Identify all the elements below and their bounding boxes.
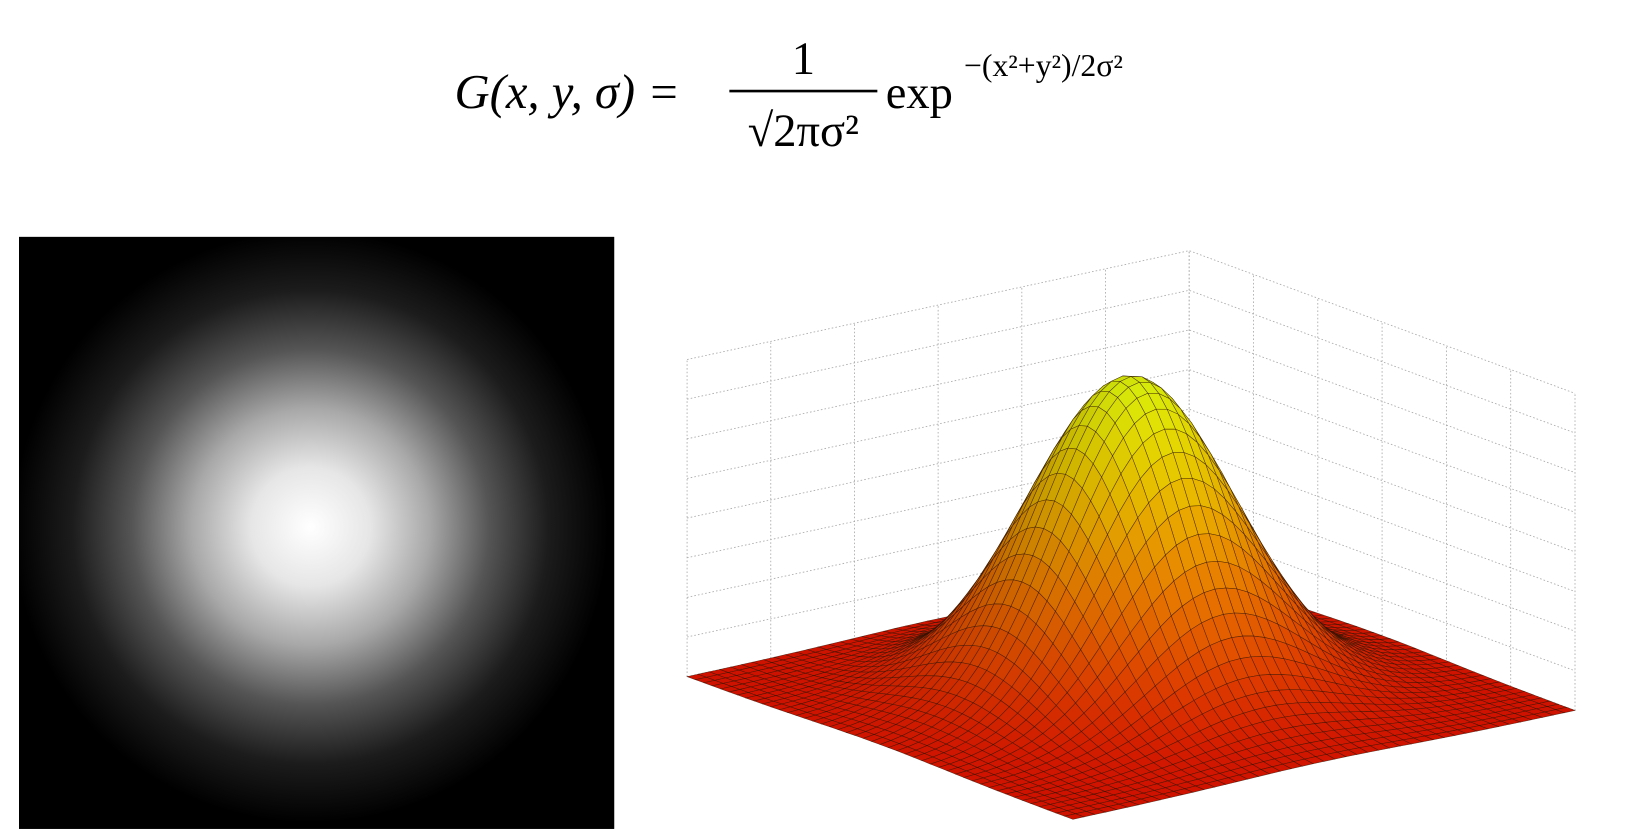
wall-grid [686, 369, 1576, 513]
wall-grid [686, 448, 1576, 592]
surface-plot [686, 250, 1576, 820]
wall-grid [686, 329, 1576, 474]
wall-grid [686, 527, 1576, 672]
formula-denominator: √2πσ² [748, 106, 859, 157]
formula-exponent: −(x²+y²)/2σ² [964, 48, 1123, 83]
wall-grid [686, 408, 1576, 553]
formula: G(x, y, σ) = 1 √2πσ² exp −(x²+y²)/2σ² [455, 34, 1123, 157]
surface-patch [1063, 813, 1085, 820]
wall-grid [686, 250, 1576, 394]
formula-function: exp [886, 68, 953, 119]
formula-numerator: 1 [792, 34, 815, 85]
gaussian-image [19, 236, 615, 829]
wall-grid [686, 488, 1576, 632]
formula-lhs: G(x, y, σ) = [455, 65, 680, 119]
wall-grid [686, 289, 1576, 434]
